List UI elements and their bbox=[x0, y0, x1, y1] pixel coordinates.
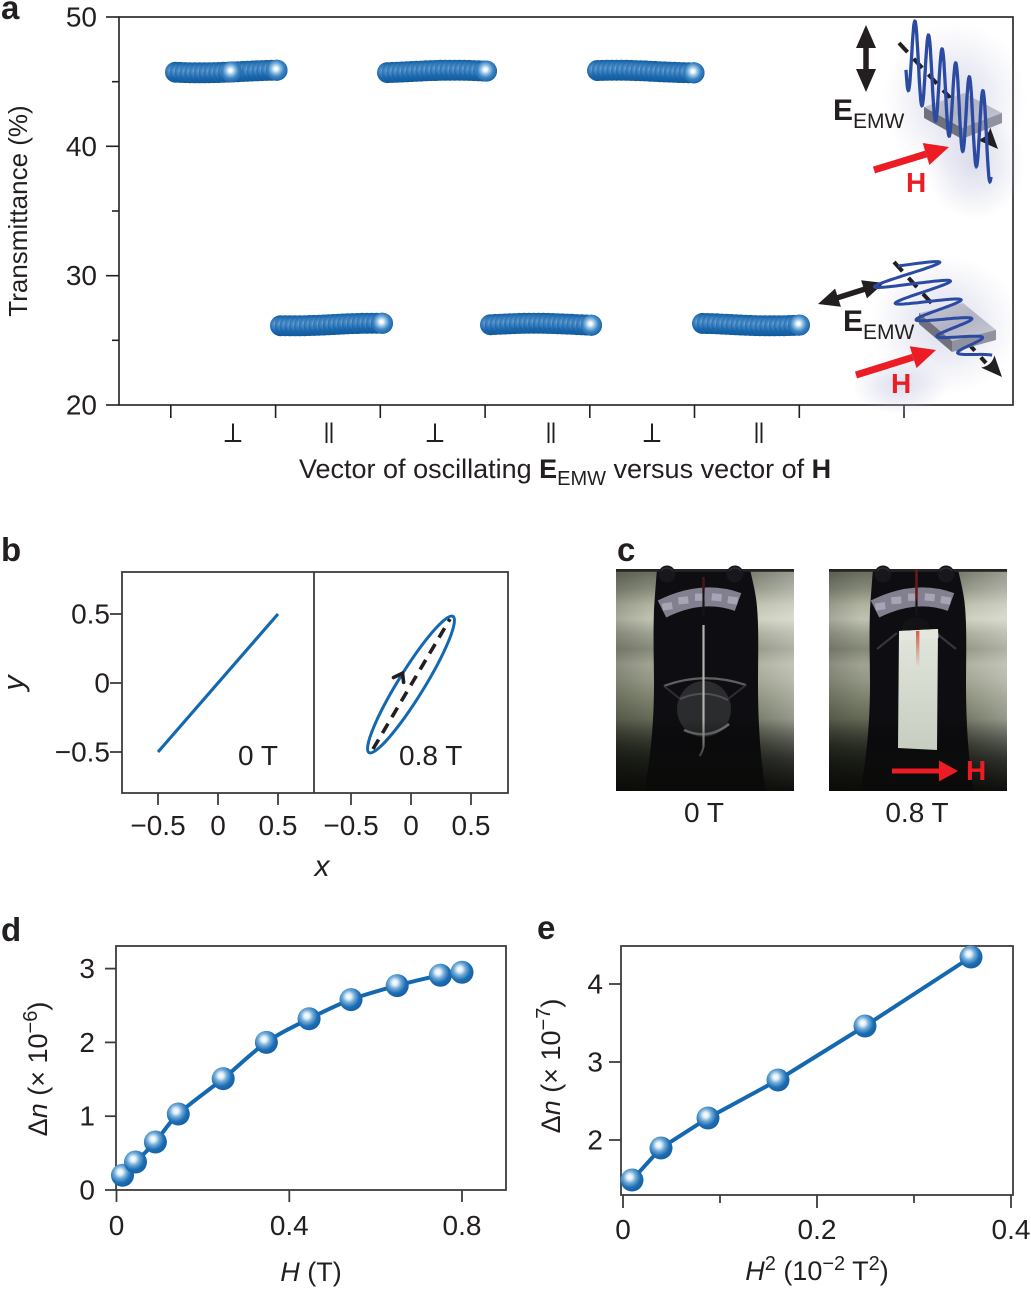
svg-text:0.8: 0.8 bbox=[443, 1210, 482, 1241]
svg-text:0: 0 bbox=[109, 1210, 125, 1241]
svg-text:2: 2 bbox=[587, 1125, 603, 1156]
svg-text:20: 20 bbox=[66, 390, 97, 421]
svg-text:−0.5: −0.5 bbox=[55, 737, 110, 768]
svg-text:0 T: 0 T bbox=[238, 740, 278, 771]
svg-text:0: 0 bbox=[615, 1214, 631, 1245]
svg-text:H2 (10−2 T2): H2 (10−2 T2) bbox=[745, 1253, 889, 1286]
svg-text:4: 4 bbox=[587, 969, 603, 1000]
svg-text:H: H bbox=[906, 167, 926, 198]
svg-text:0.8 T: 0.8 T bbox=[399, 740, 462, 771]
svg-text:0.5: 0.5 bbox=[71, 599, 110, 630]
svg-text:a: a bbox=[1, 0, 20, 26]
svg-text:−0.5: −0.5 bbox=[130, 810, 185, 841]
svg-text:30: 30 bbox=[66, 260, 97, 291]
svg-text:b: b bbox=[1, 531, 21, 568]
svg-text:0.2: 0.2 bbox=[798, 1214, 837, 1245]
svg-text:0: 0 bbox=[403, 810, 419, 841]
svg-text:0.5: 0.5 bbox=[452, 810, 491, 841]
svg-text:1: 1 bbox=[79, 1101, 95, 1132]
svg-text:Transmittance (%): Transmittance (%) bbox=[3, 105, 33, 316]
svg-text:H: H bbox=[891, 368, 911, 399]
svg-text:y: y bbox=[0, 674, 31, 693]
svg-text:2: 2 bbox=[79, 1027, 95, 1058]
svg-text:0.8 T: 0.8 T bbox=[885, 797, 948, 828]
svg-text:c: c bbox=[617, 531, 635, 568]
svg-text:0: 0 bbox=[210, 810, 226, 841]
svg-text:e: e bbox=[537, 909, 555, 946]
svg-text:0 T: 0 T bbox=[684, 797, 724, 828]
svg-text:3: 3 bbox=[587, 1047, 603, 1078]
svg-text:−0.5: −0.5 bbox=[323, 810, 378, 841]
svg-text:Δn (× 10−7): Δn (× 10−7) bbox=[533, 999, 566, 1134]
svg-text:0.4: 0.4 bbox=[992, 1214, 1031, 1245]
svg-text:Vector of oscillating EEMW ver: Vector of oscillating EEMW versus vector… bbox=[299, 454, 831, 490]
svg-text:Δn (× 10−6): Δn (× 10−6) bbox=[20, 1002, 53, 1137]
svg-text:40: 40 bbox=[66, 131, 97, 162]
svg-text:0: 0 bbox=[79, 1175, 95, 1206]
svg-text:d: d bbox=[1, 911, 21, 948]
svg-text:0: 0 bbox=[94, 668, 110, 699]
svg-text:H (T): H (T) bbox=[280, 1257, 341, 1287]
svg-text:0.5: 0.5 bbox=[259, 810, 298, 841]
svg-text:H: H bbox=[966, 755, 986, 786]
svg-text:x: x bbox=[313, 850, 331, 883]
svg-text:50: 50 bbox=[66, 2, 97, 33]
svg-text:0.4: 0.4 bbox=[270, 1210, 309, 1241]
svg-text:3: 3 bbox=[79, 953, 95, 984]
